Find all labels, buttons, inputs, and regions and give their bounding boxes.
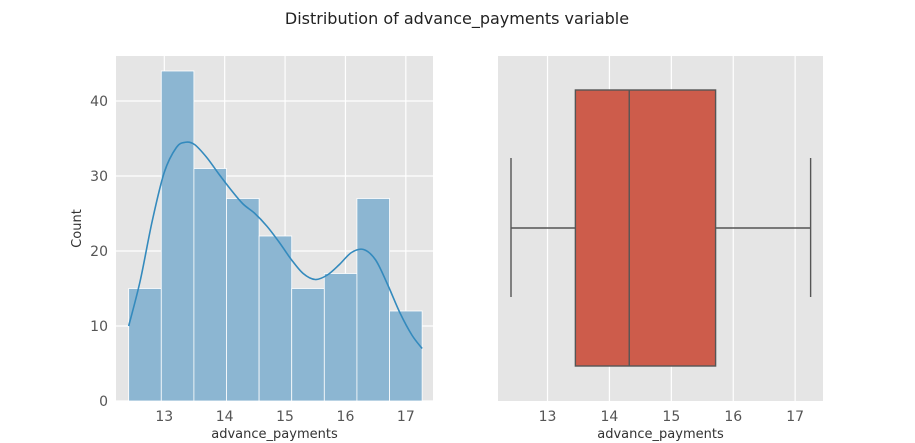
boxplot-x-tick-label: 15	[662, 409, 680, 425]
histogram-y-tick-label: 20	[90, 244, 108, 260]
histogram-x-tick-labels: 13 14 15 16 17	[155, 409, 414, 425]
boxplot-x-tick-label: 17	[786, 409, 804, 425]
histogram-bar	[193, 168, 227, 402]
histogram-x-tick-label: 16	[337, 409, 355, 425]
boxplot-x-axis-label: advance_payments	[597, 427, 724, 442]
histogram-bar	[356, 198, 390, 402]
histogram-y-tick-labels: 0 10 20 30 40	[90, 94, 108, 410]
histogram-bar	[258, 235, 293, 402]
histogram-bar	[323, 273, 358, 402]
histogram-x-axis-label: advance_payments	[211, 427, 338, 442]
boxplot-x-tick-label: 14	[601, 409, 619, 425]
histogram-chart: 13 14 15 16 17 0 10 20 30 40 advance_payments Co…	[70, 56, 433, 442]
histogram-y-tick-label: 10	[90, 319, 108, 335]
boxplot-box	[574, 89, 717, 367]
boxplot-x-tick-labels: 13 14 15 16 17	[539, 409, 804, 425]
histogram-y-tick-label: 30	[90, 169, 108, 185]
histogram-bar	[226, 198, 260, 402]
histogram-y-axis-label: Count	[70, 209, 85, 248]
histogram-x-tick-label: 14	[216, 409, 234, 425]
histogram-x-tick-label: 15	[276, 409, 294, 425]
histogram-y-tick-label: 40	[90, 94, 108, 110]
histogram-bar	[291, 288, 325, 402]
figure-title: Distribution of advance_payments variabl…	[285, 9, 629, 29]
boxplot-x-tick-label: 13	[539, 409, 557, 425]
boxplot-x-tick-label: 16	[724, 409, 742, 425]
histogram-y-tick-label: 0	[99, 394, 108, 410]
boxplot-chart: 13 14 15 16 17 advance_payments	[498, 56, 823, 442]
kde-curve	[127, 141, 423, 349]
histogram-bar	[160, 70, 195, 402]
histogram-bars	[128, 70, 423, 402]
histogram-x-tick-label: 17	[397, 409, 415, 425]
histogram-x-tick-label: 13	[155, 409, 173, 425]
